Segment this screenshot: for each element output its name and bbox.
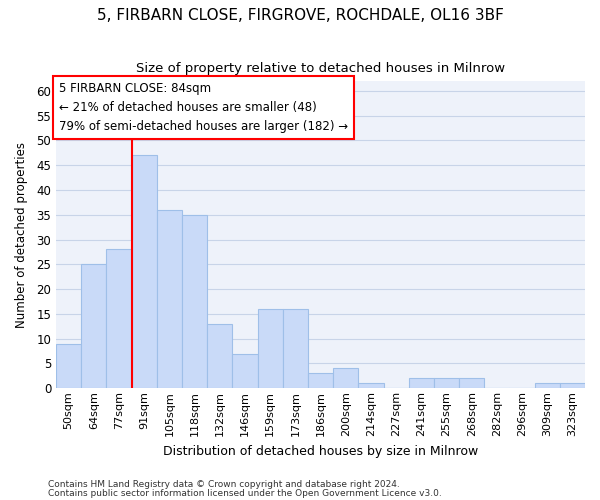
Bar [207, 324, 232, 388]
Bar [459, 378, 484, 388]
Bar [131, 155, 157, 388]
Bar [560, 384, 585, 388]
Y-axis label: Number of detached properties: Number of detached properties [15, 142, 28, 328]
Bar [157, 210, 182, 388]
Text: 5, FIRBARN CLOSE, FIRGROVE, ROCHDALE, OL16 3BF: 5, FIRBARN CLOSE, FIRGROVE, ROCHDALE, OL… [97, 8, 503, 22]
Bar [358, 384, 383, 388]
Bar [56, 344, 81, 388]
Bar [81, 264, 106, 388]
Bar [535, 384, 560, 388]
Bar [106, 250, 131, 388]
Bar [283, 309, 308, 388]
Bar [308, 374, 333, 388]
Text: Contains HM Land Registry data © Crown copyright and database right 2024.: Contains HM Land Registry data © Crown c… [48, 480, 400, 489]
Bar [232, 354, 257, 388]
Title: Size of property relative to detached houses in Milnrow: Size of property relative to detached ho… [136, 62, 505, 76]
Text: Contains public sector information licensed under the Open Government Licence v3: Contains public sector information licen… [48, 488, 442, 498]
Bar [409, 378, 434, 388]
Bar [257, 309, 283, 388]
X-axis label: Distribution of detached houses by size in Milnrow: Distribution of detached houses by size … [163, 444, 478, 458]
Bar [333, 368, 358, 388]
Text: 5 FIRBARN CLOSE: 84sqm
← 21% of detached houses are smaller (48)
79% of semi-det: 5 FIRBARN CLOSE: 84sqm ← 21% of detached… [59, 82, 348, 134]
Bar [434, 378, 459, 388]
Bar [182, 214, 207, 388]
